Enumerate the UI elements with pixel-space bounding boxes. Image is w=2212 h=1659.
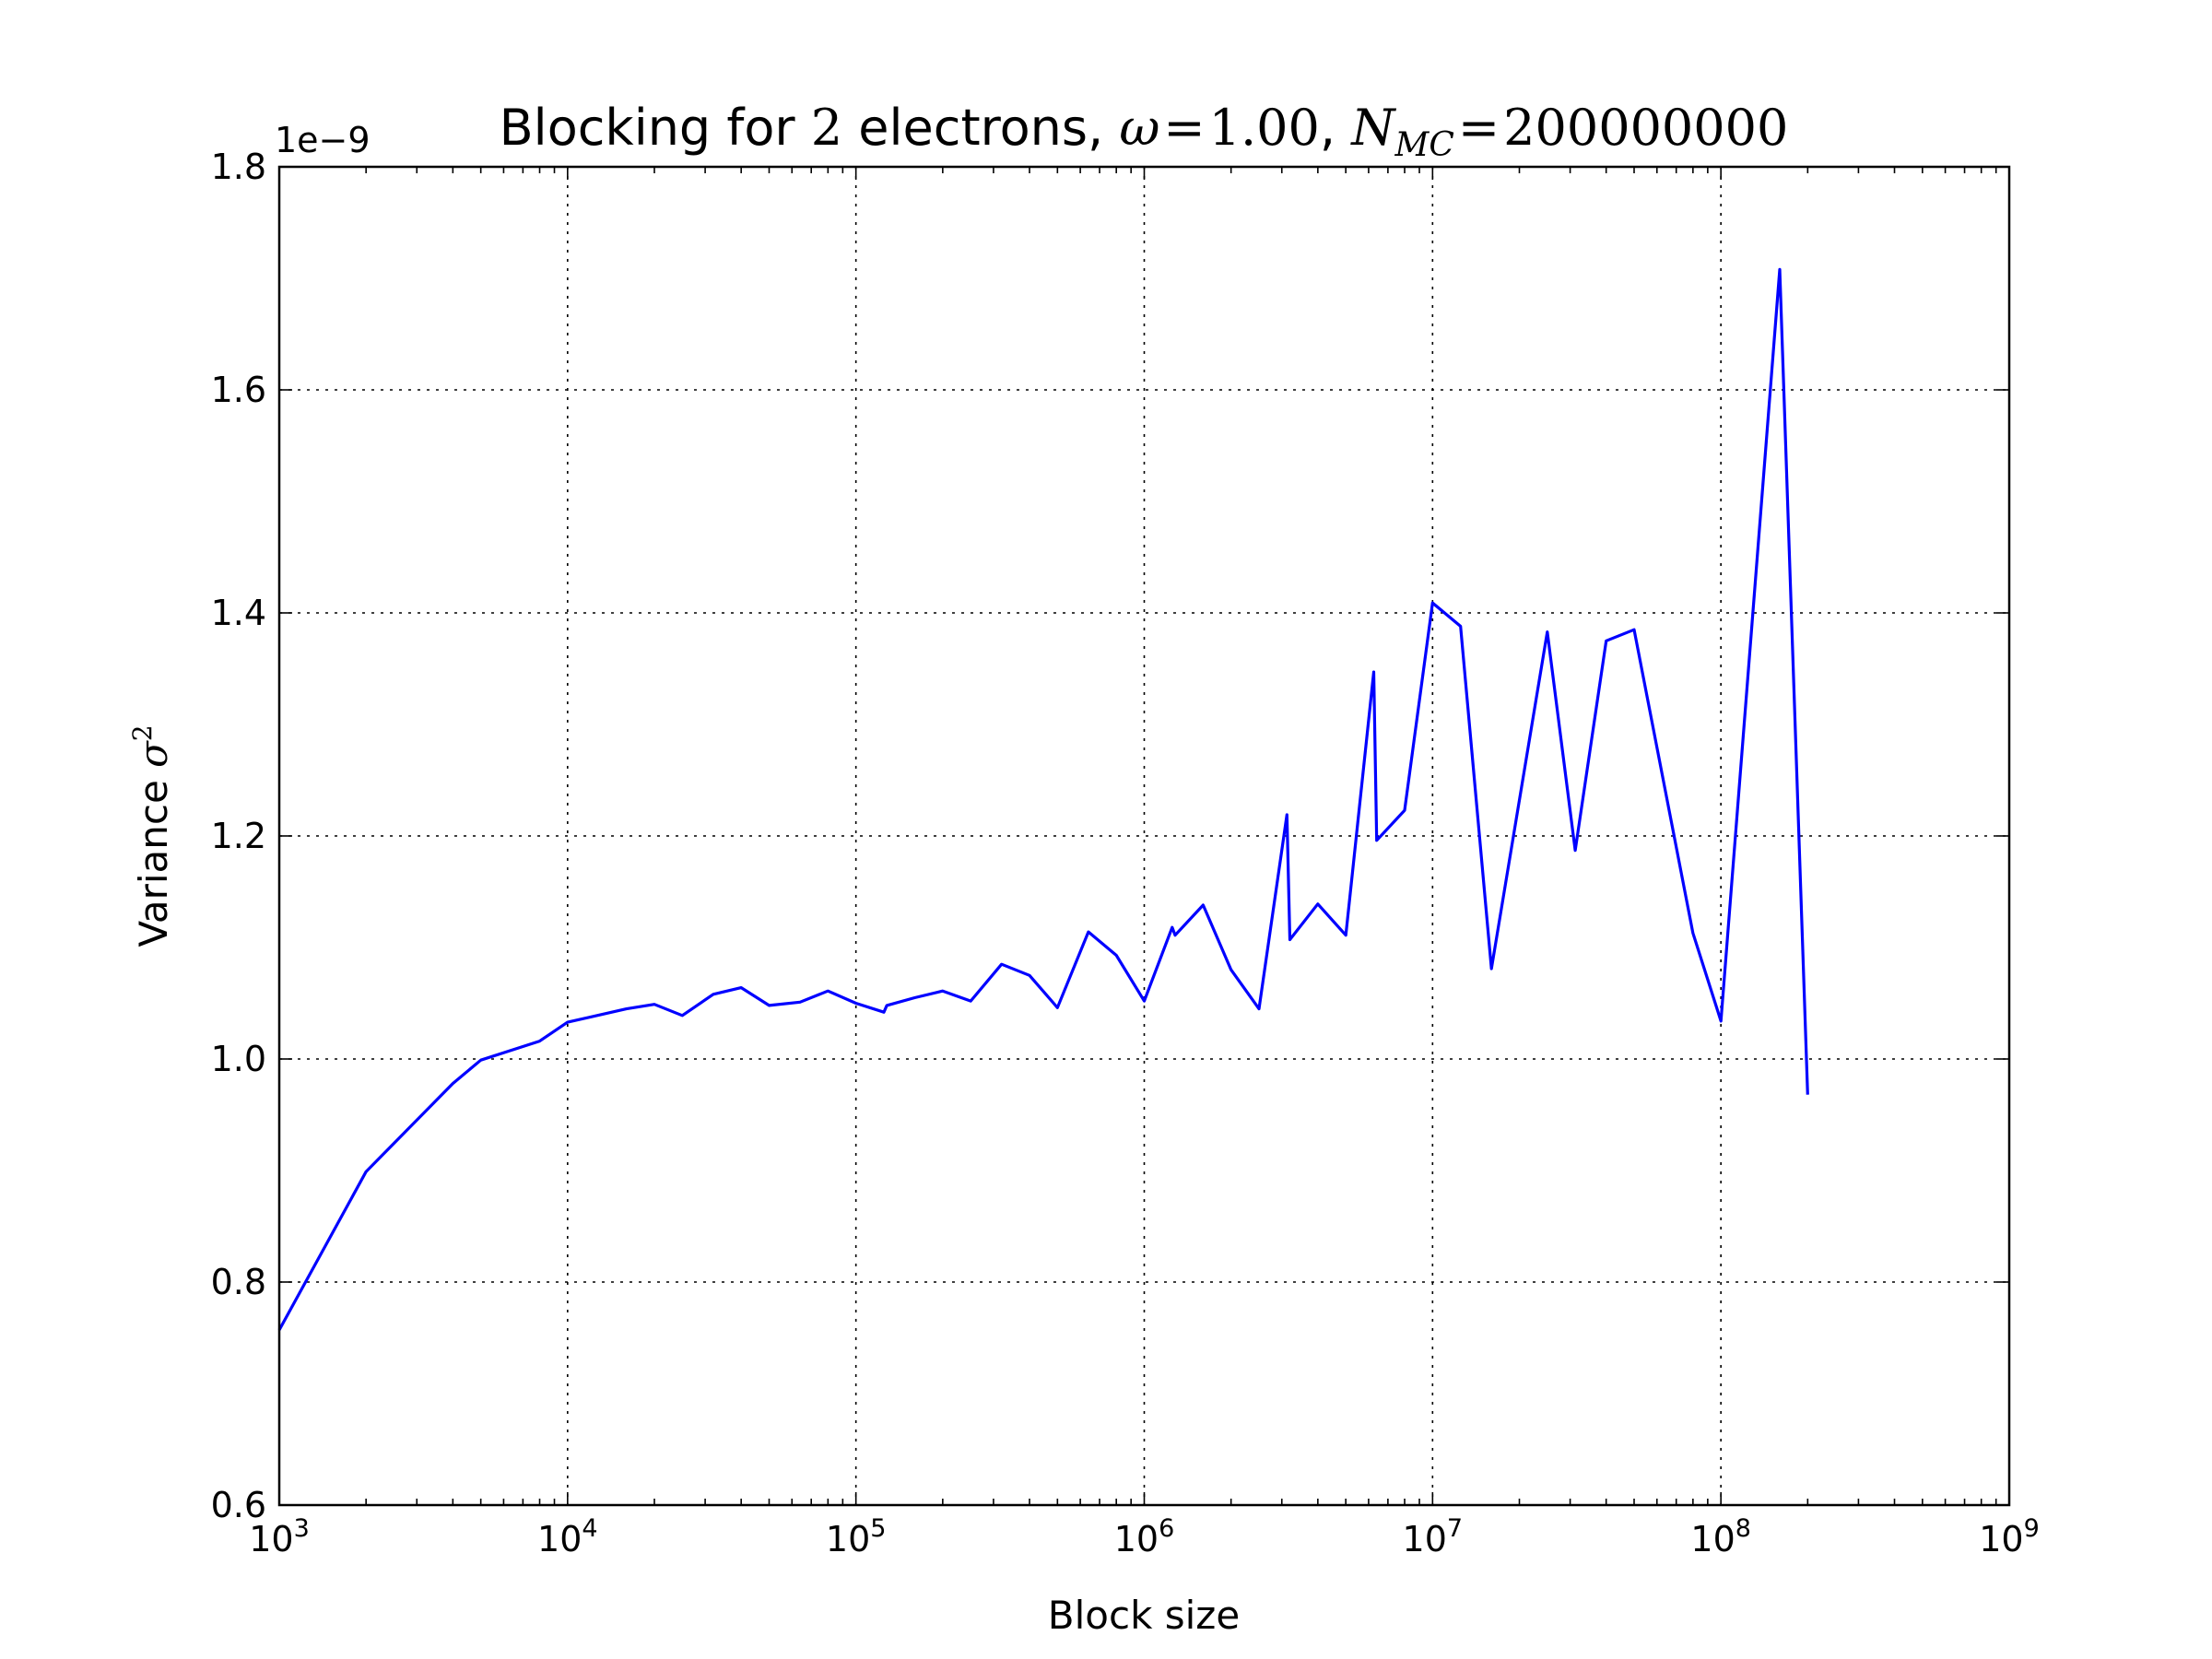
x-tick-label: 109 (1979, 1514, 2040, 1559)
y-tick-label: 1.4 (211, 593, 266, 633)
grid (279, 167, 2009, 1505)
x-tick-label: 107 (1403, 1514, 1464, 1559)
y-tick-label: 1.6 (211, 370, 266, 410)
x-tick-label: 105 (826, 1514, 887, 1559)
y-tick-label: 1.0 (211, 1039, 266, 1079)
y-tick-label: 0.6 (211, 1485, 266, 1525)
x-tick-label: 103 (249, 1514, 310, 1559)
y-tick-label: 0.8 (211, 1262, 266, 1302)
x-tick-label: 106 (1114, 1514, 1175, 1559)
x-tick-labels: 103 104 105 106 107 108 109 (249, 1514, 2040, 1559)
y-tick-label: 1.8 (211, 147, 266, 187)
plot-frame (277, 165, 2011, 1507)
x-tick-label: 108 (1690, 1514, 1751, 1559)
y-tick-labels: 0.6 0.8 1.0 1.2 1.4 1.6 1.8 (211, 147, 266, 1525)
chart-title: Blocking for 2 electrons, ω=1.00, NMC=20… (500, 99, 1789, 164)
data-series (277, 267, 1809, 1331)
x-tick-label: 104 (537, 1514, 598, 1559)
x-axis-label: Block size (1048, 1593, 1240, 1638)
y-tick-label: 1.2 (211, 816, 266, 856)
y-offset-text: 1e−9 (275, 120, 371, 160)
y-axis-label: Variance σ2 (127, 724, 176, 947)
series-line (277, 267, 1809, 1331)
